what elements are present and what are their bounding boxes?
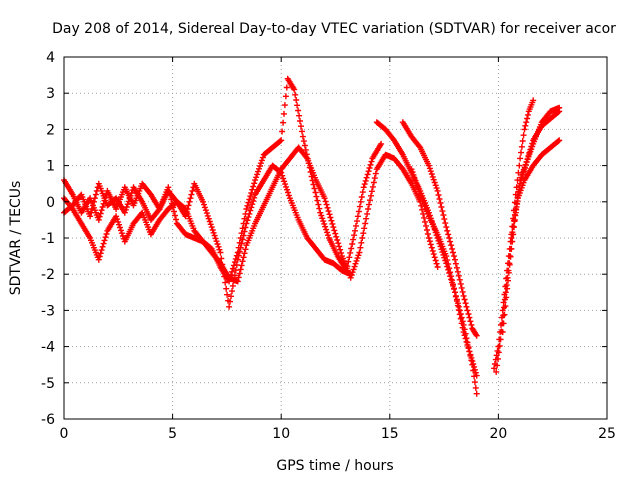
y-tick-label: -4	[41, 340, 55, 356]
x-tick-label: 15	[381, 426, 399, 442]
x-tick-label: 5	[168, 426, 177, 442]
x-tick-label: 0	[60, 426, 69, 442]
chart-title: Day 208 of 2014, Sidereal Day-to-day VTE…	[52, 21, 616, 37]
series-track-6	[408, 166, 480, 379]
y-tick-label: -2	[41, 267, 55, 283]
series-track-10	[508, 104, 563, 241]
x-tick-label: 20	[489, 426, 507, 442]
x-axis-label: GPS time / hours	[276, 458, 393, 474]
data-markers	[408, 166, 480, 379]
series-track-5	[399, 119, 480, 339]
y-tick-label: -6	[41, 412, 55, 428]
y-tick-label: 0	[46, 195, 55, 211]
axis-ticks: 0 5 10 15 20 25 -6 -5 -4 -3 -2 -1 0 1 2 3 4	[41, 50, 616, 442]
x-tick-label: 25	[598, 426, 616, 442]
y-tick-label: -5	[41, 376, 55, 392]
data-markers	[399, 119, 480, 339]
data-markers	[508, 104, 563, 241]
y-tick-label: -3	[41, 303, 55, 319]
y-tick-label: 3	[46, 86, 55, 102]
y-tick-label: 1	[46, 159, 55, 175]
y-tick-label: 4	[46, 50, 55, 66]
y-tick-label: -1	[41, 231, 55, 247]
data-points	[61, 75, 563, 397]
y-tick-label: 2	[46, 122, 55, 138]
y-axis-label: SDTVAR / TECUs	[8, 181, 24, 296]
x-tick-label: 10	[272, 426, 290, 442]
